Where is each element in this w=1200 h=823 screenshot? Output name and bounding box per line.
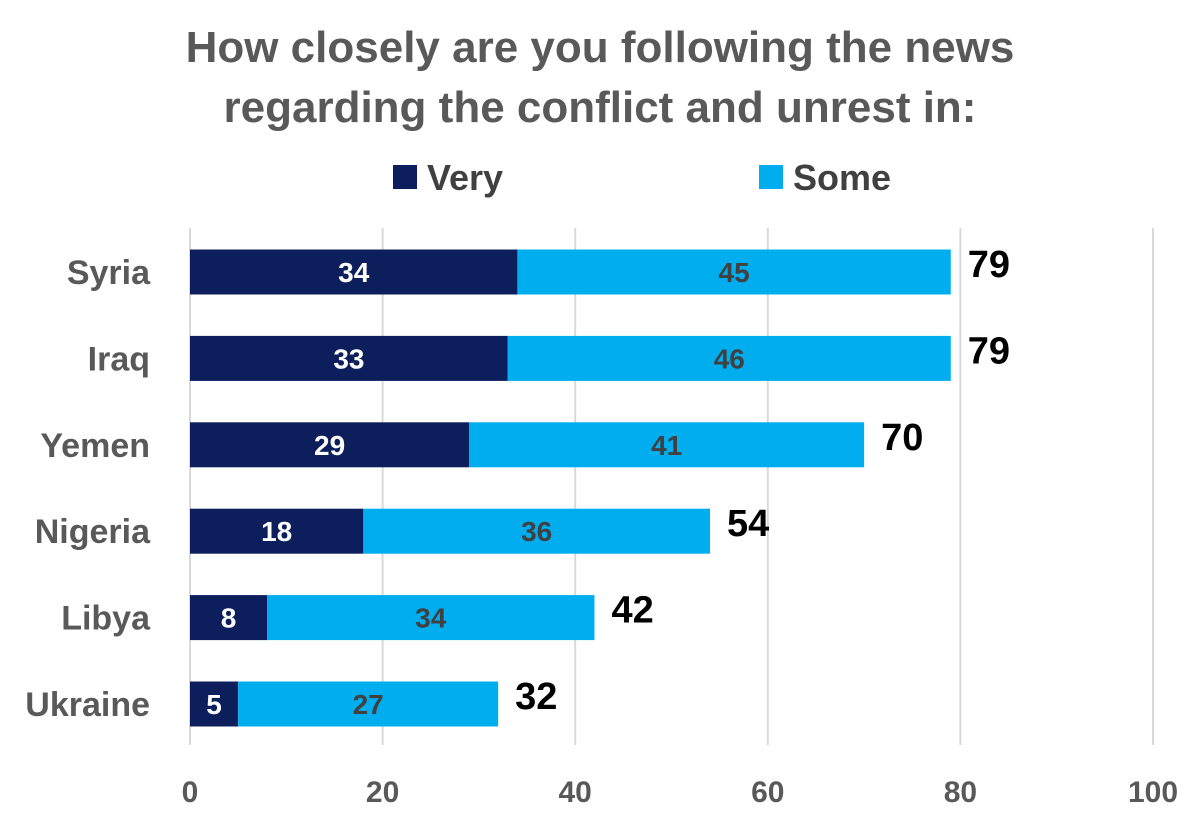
x-axis-tick-labels: 0 20 40 60 80 100: [182, 776, 1178, 809]
total-label-syria: 79: [968, 244, 1010, 286]
bar-nigeria-very: [190, 508, 364, 554]
bar-yemen-very: [190, 422, 470, 468]
bar-syria-very: [190, 249, 518, 295]
chart-title-line-1: How closely are you following the news: [186, 23, 1015, 72]
category-label-yemen: Yemen: [40, 427, 150, 465]
data-label-ukraine-very: 5: [206, 689, 222, 720]
total-label-libya: 42: [611, 590, 653, 632]
data-label-nigeria-very: 18: [261, 516, 292, 547]
bar-libya-very: [190, 595, 268, 641]
data-label-yemen-some: 41: [651, 430, 682, 461]
data-label-nigeria-some: 36: [521, 516, 552, 547]
bar-syria-some: [517, 249, 951, 295]
x-tick-label-40: 40: [559, 776, 592, 809]
gridlines: [189, 228, 1154, 745]
x-tick-label-20: 20: [366, 776, 399, 809]
x-tick-label-60: 60: [751, 776, 784, 809]
total-label-yemen: 70: [881, 417, 923, 459]
total-label-ukraine: 32: [515, 676, 557, 718]
legend-swatch-very: [393, 165, 417, 189]
total-label-iraq: 79: [968, 330, 1010, 372]
chart-title-line-2: regarding the conflict and unrest in:: [224, 83, 977, 132]
category-label-ukraine: Ukraine: [25, 686, 150, 724]
bar-iraq-very: [190, 335, 508, 381]
bar-ukraine-some: [238, 681, 499, 727]
category-labels: Syria Iraq Yemen Nigeria Libya Ukraine: [25, 254, 151, 724]
category-label-iraq: Iraq: [88, 340, 150, 378]
data-label-libya-some: 34: [415, 603, 447, 634]
bar-ukraine-very: [190, 681, 239, 727]
legend-label-very: Very: [427, 157, 503, 198]
category-label-syria: Syria: [67, 254, 151, 292]
legend-item-very: Very: [393, 157, 503, 198]
bars: 34 45 79 33 46 79 29 41 70 18 36 54 8 34 42 5 27 32: [190, 244, 1010, 727]
legend-label-some: Some: [793, 157, 891, 198]
legend-swatch-some: [759, 165, 783, 189]
bar-iraq-some: [507, 335, 951, 381]
category-label-nigeria: Nigeria: [35, 513, 151, 551]
x-tick-label-100: 100: [1128, 776, 1178, 809]
x-tick-label-0: 0: [182, 776, 199, 809]
total-label-nigeria: 54: [727, 503, 769, 545]
legend: Very Some: [393, 157, 891, 198]
bar-yemen-some: [469, 422, 865, 468]
bar-libya-some: [267, 595, 595, 641]
data-label-syria-very: 34: [338, 257, 370, 288]
data-label-libya-very: 8: [221, 603, 237, 634]
data-label-iraq-some: 46: [714, 343, 745, 374]
data-label-iraq-very: 33: [333, 343, 364, 374]
legend-item-some: Some: [759, 157, 891, 198]
data-label-syria-some: 45: [719, 257, 750, 288]
category-label-libya: Libya: [61, 600, 151, 638]
bar-nigeria-some: [363, 508, 711, 554]
data-label-yemen-very: 29: [314, 430, 345, 461]
data-label-ukraine-some: 27: [353, 689, 384, 720]
x-tick-label-80: 80: [944, 776, 977, 809]
